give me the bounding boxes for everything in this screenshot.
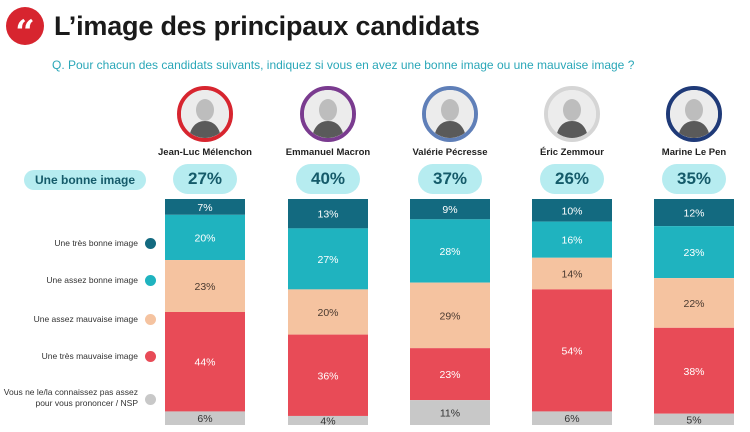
- bar-segment: [410, 400, 490, 425]
- good-image-total: 37%: [418, 164, 482, 194]
- candidate-column: Emmanuel Macron: [273, 86, 383, 158]
- good-image-label: Une bonne image: [24, 170, 146, 190]
- bar-segment: [532, 411, 612, 425]
- legend-swatch: [145, 394, 156, 405]
- header: “ L’image des principaux candidats: [6, 6, 480, 46]
- portrait-icon: [670, 90, 718, 138]
- bar-segment: [654, 278, 734, 328]
- legend-label: Une assez mauvaise image: [33, 314, 138, 324]
- good-image-total: 27%: [173, 164, 237, 194]
- bar-segment: [288, 334, 368, 416]
- bar-segment: [654, 413, 734, 425]
- portrait-icon: [426, 90, 474, 138]
- good-image-total: 35%: [662, 164, 726, 194]
- bar-value-label: 14%: [561, 269, 582, 281]
- candidate-name: Éric Zemmour: [540, 147, 604, 158]
- candidate-column: Éric Zemmour: [517, 86, 627, 158]
- legend-label: Une très bonne image: [54, 238, 138, 248]
- bar-value-label: 44%: [194, 357, 215, 369]
- bar-segment: [165, 199, 245, 215]
- legend-swatch: [145, 238, 156, 249]
- bar-segment: [410, 219, 490, 283]
- legend-swatch: [145, 351, 156, 362]
- candidate-portrait: [666, 86, 722, 142]
- bar-value-label: 28%: [439, 246, 460, 258]
- legend-label: Une très mauvaise image: [41, 351, 138, 361]
- quote-icon: “: [6, 7, 44, 45]
- bar-value-label: 5%: [686, 414, 701, 426]
- bar-value-label: 10%: [561, 205, 582, 217]
- bar-value-label: 11%: [440, 408, 460, 420]
- candidate-name: Valérie Pécresse: [412, 147, 488, 158]
- bar-value-label: 54%: [561, 345, 582, 357]
- bar-value-label: 38%: [683, 366, 704, 378]
- bar-segment: [654, 327, 734, 414]
- bar-segment: [654, 226, 734, 279]
- good-image-total: 26%: [540, 164, 604, 194]
- bar-value-label: 6%: [197, 413, 212, 425]
- candidate-portrait: [177, 86, 233, 142]
- bar-value-label: 29%: [439, 310, 460, 322]
- legend-swatch: [145, 314, 156, 325]
- legend-swatch: [145, 275, 156, 286]
- candidate-portrait: [300, 86, 356, 142]
- bar-segment: [532, 289, 612, 412]
- good-image-total: 40%: [296, 164, 360, 194]
- bar-segment: [532, 221, 612, 258]
- bar-segment: [288, 199, 368, 229]
- bar-value-label: 27%: [317, 254, 338, 266]
- bar-value-label: 20%: [317, 307, 338, 319]
- bar-value-label: 20%: [194, 232, 215, 244]
- bar-value-label: 12%: [683, 208, 704, 220]
- portrait-icon: [548, 90, 596, 138]
- bar-value-label: 13%: [317, 209, 338, 221]
- candidate-portrait: [544, 86, 600, 142]
- bar-value-label: 23%: [439, 369, 460, 381]
- bar-value-label: 23%: [194, 281, 215, 293]
- bar-value-label: 6%: [564, 413, 579, 425]
- bar-segment: [165, 260, 245, 312]
- bar-value-label: 23%: [683, 247, 704, 259]
- legend-item: Une très mauvaise image: [0, 350, 160, 374]
- bar-segment: [532, 199, 612, 222]
- portrait-icon: [304, 90, 352, 138]
- bar-segment: [654, 199, 734, 227]
- bar-segment: [288, 289, 368, 335]
- bar-value-label: 4%: [320, 415, 335, 427]
- bar-value-label: 16%: [561, 235, 582, 247]
- bar-segment: [532, 257, 612, 290]
- candidate-portrait: [422, 86, 478, 142]
- bar-value-label: 22%: [683, 298, 704, 310]
- legend-item: Une très bonne image: [0, 237, 160, 261]
- candidate-name: Emmanuel Macron: [285, 147, 371, 158]
- bar-segment: [410, 199, 490, 220]
- portrait-icon: [181, 90, 229, 138]
- legend-item: Une assez bonne image: [0, 274, 160, 298]
- bar-value-label: 9%: [442, 204, 457, 216]
- candidate-column: Valérie Pécresse: [395, 86, 505, 158]
- bar-segment: [410, 348, 490, 401]
- bar-segment: [288, 228, 368, 290]
- bar-value-label: 7%: [197, 202, 212, 214]
- candidate-name: Jean-Luc Mélenchon: [158, 147, 252, 158]
- legend-item: Une assez mauvaise image: [0, 313, 160, 337]
- bar-segment: [165, 312, 245, 412]
- candidate-column: Marine Le Pen: [639, 86, 749, 158]
- bar-segment: [288, 415, 368, 425]
- legend-item: Vous ne le/la connaissez pas assez pour …: [0, 387, 160, 413]
- bar-value-label: 36%: [317, 370, 338, 382]
- page-title: L’image des principaux candidats: [54, 10, 480, 41]
- legend-label: Vous ne le/la connaissez pas assez pour …: [3, 387, 138, 408]
- candidate-column: Jean-Luc Mélenchon: [150, 86, 260, 158]
- candidate-name: Marine Le Pen: [661, 147, 727, 158]
- bar-segment: [165, 214, 245, 261]
- bar-segment: [410, 282, 490, 349]
- bar-segment: [165, 411, 245, 425]
- survey-question: Q. Pour chacun des candidats suivants, i…: [52, 58, 635, 72]
- legend-label: Une assez bonne image: [46, 275, 138, 285]
